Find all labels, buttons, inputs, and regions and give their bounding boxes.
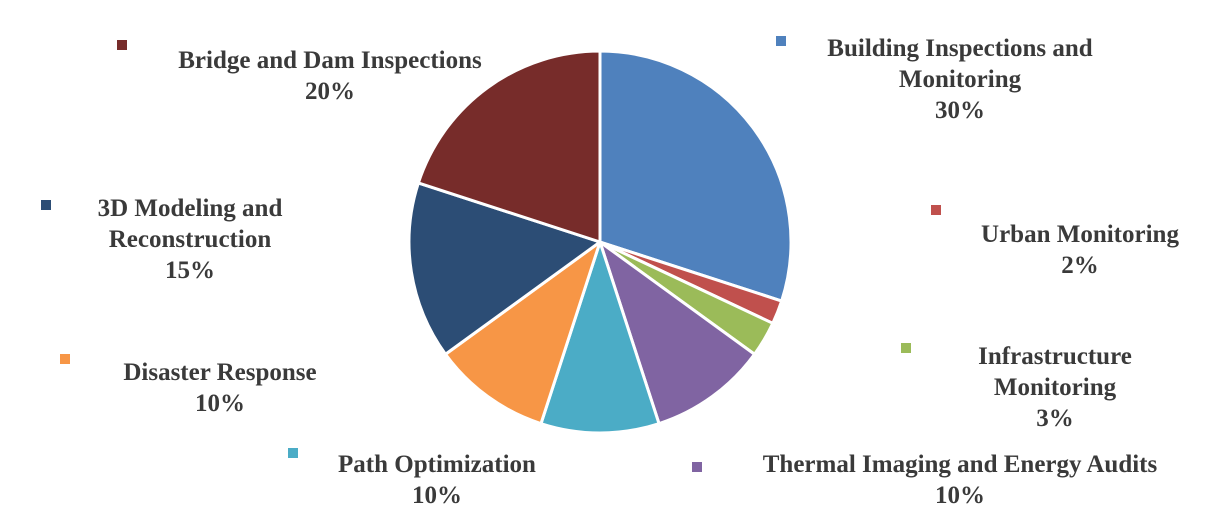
data-label-infrastructure-monitoring: Infrastructure Monitoring 3% — [901, 343, 1132, 432]
data-label-3d-modeling-and-reconstruction: 3D Modeling and Reconstruction 15% — [41, 195, 282, 284]
slice-category-label: Bridge and Dam Inspections — [178, 47, 482, 74]
legend-marker — [60, 354, 70, 364]
pie-slices — [407, 49, 793, 435]
data-label-path-optimization: Path Optimization 10% — [288, 448, 536, 509]
pie-slice-path-optimization — [539, 240, 661, 435]
legend-marker — [117, 40, 127, 50]
pie-slice-3d-modeling-and-reconstruction — [407, 181, 602, 356]
slice-percent-label: 3% — [1036, 405, 1074, 432]
legend-marker — [776, 36, 786, 46]
slice-category-label: Reconstruction — [109, 226, 272, 253]
legend-marker — [931, 205, 941, 215]
slice-percent-label: 2% — [1061, 252, 1099, 279]
slice-percent-label: 10% — [935, 482, 985, 509]
slice-category-label: 3D Modeling and — [98, 195, 283, 222]
pie-slice-disaster-response — [443, 240, 602, 426]
slice-percent-label: 10% — [412, 482, 462, 509]
data-label-thermal-imaging-and-energy-audits: Thermal Imaging and Energy Audits 10% — [692, 451, 1158, 509]
slice-category-label: Monitoring — [994, 374, 1117, 401]
slice-category-label: Infrastructure — [978, 343, 1132, 370]
slice-percent-label: 30% — [935, 97, 985, 124]
data-label-disaster-response: Disaster Response 10% — [60, 354, 317, 417]
slice-category-label: Thermal Imaging and Energy Audits — [763, 451, 1158, 478]
slice-category-label: Disaster Response — [123, 359, 316, 386]
pie-slice-building-inspections-and-monitoring — [598, 49, 793, 303]
legend-marker — [692, 462, 702, 472]
pie-labels: Building Inspections and Monitoring 30% Urb… — [41, 35, 1179, 509]
slice-category-label: Monitoring — [899, 66, 1022, 93]
slice-category-label: Urban Monitoring — [981, 221, 1179, 248]
legend-marker — [41, 200, 51, 210]
data-label-building-inspections-and-monitoring: Building Inspections and Monitoring 30% — [776, 35, 1093, 124]
legend-marker — [288, 448, 298, 458]
slice-category-label: Building Inspections and — [827, 35, 1092, 62]
data-label-bridge-and-dam-inspections: Bridge and Dam Inspections 20% — [117, 40, 482, 105]
pie-slice-thermal-imaging-and-energy-audits — [598, 240, 757, 426]
pie-slice-bridge-and-dam-inspections — [416, 49, 602, 244]
slice-percent-label: 15% — [165, 257, 215, 284]
slice-percent-label: 10% — [195, 390, 245, 417]
slice-percent-label: 20% — [305, 78, 355, 105]
slice-category-label: Path Optimization — [338, 451, 536, 478]
legend-marker — [901, 343, 911, 353]
data-label-urban-monitoring: Urban Monitoring 2% — [931, 205, 1179, 279]
